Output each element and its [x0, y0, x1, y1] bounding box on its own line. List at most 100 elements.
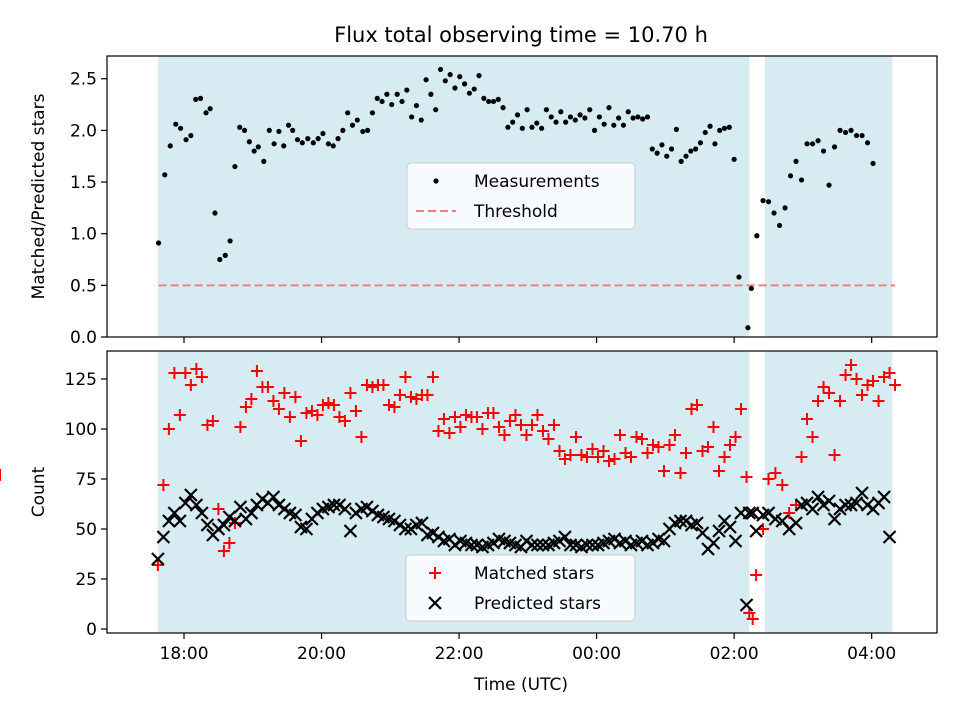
measurement-point — [486, 98, 492, 105]
predicted-star-point — [728, 534, 743, 548]
legend-measurements-label: Measurements — [474, 172, 600, 192]
matched-star-point — [261, 381, 274, 393]
matched-star-point — [613, 429, 626, 441]
matched-star-point — [575, 449, 588, 461]
measurement-point — [534, 120, 540, 126]
matched-star-point — [564, 449, 577, 461]
measurement-point — [442, 78, 448, 84]
measurement-point — [281, 143, 287, 149]
predicted-star-point — [167, 506, 182, 520]
predicted-star-point — [184, 488, 198, 502]
top-y-ticks: 0.0 0.5 1.0 1.5 2.0 2.5 — [70, 70, 107, 348]
measurement-point — [476, 73, 482, 79]
measurement-point — [721, 125, 728, 131]
top-y-axis-label: Matched/Predicted stars — [29, 93, 49, 299]
measurement-point — [798, 177, 805, 183]
measurement-point — [241, 127, 248, 133]
measurement-point — [649, 146, 655, 152]
measurement-point — [842, 129, 849, 136]
matched-star-point — [580, 451, 593, 463]
measurement-point — [591, 127, 598, 133]
measurement-point — [447, 71, 453, 78]
matched-star-point — [311, 409, 324, 421]
measurement-point — [707, 123, 713, 129]
measurement-point — [188, 132, 194, 139]
predicted-star-point — [739, 598, 754, 612]
matched-star-point — [300, 407, 313, 419]
predicted-star-point — [217, 518, 231, 532]
matched-star-point — [724, 439, 737, 451]
measurement-point — [572, 117, 578, 123]
matched-star-point — [769, 467, 782, 479]
matched-star-point — [795, 451, 808, 463]
matched-star-point — [839, 369, 852, 381]
top-y-tick-label: 0.0 — [70, 328, 97, 348]
measurement-point — [717, 127, 723, 133]
matched-star-point — [503, 415, 516, 427]
x-axis-label: Time (UTC) — [473, 675, 568, 695]
top-observing-window-1 — [765, 56, 893, 337]
measurement-point — [635, 114, 641, 120]
matched-star-point — [179, 367, 192, 379]
predicted-star-point — [811, 490, 825, 504]
measurement-point — [831, 144, 838, 150]
predicted-star-point — [327, 498, 341, 512]
matched-star-point — [889, 379, 902, 391]
measurement-point — [548, 114, 554, 120]
measurement-point — [678, 158, 684, 164]
matched-star-point — [366, 381, 379, 393]
measurement-point — [369, 110, 376, 116]
measurement-point — [654, 150, 660, 156]
measurement-point — [514, 112, 521, 118]
measurement-point — [374, 95, 380, 101]
bot-y-tick-label: 75 — [75, 470, 97, 490]
matched-star-point — [360, 379, 373, 391]
bottom-y-ticks: 0 25 50 75 100 125 — [65, 370, 107, 640]
matched-star-point — [707, 421, 720, 433]
measurement-point — [558, 109, 564, 115]
matched-star-point — [812, 395, 825, 407]
predicted-star-point — [849, 496, 864, 510]
measurement-point — [712, 141, 718, 147]
matched-star-point — [250, 365, 263, 377]
predicted-star-point — [200, 518, 215, 532]
predicted-star-point — [657, 534, 671, 548]
legend-threshold-label: Threshold — [473, 202, 558, 222]
measurement-point — [640, 116, 646, 122]
predicted-star-point — [827, 512, 842, 526]
predicted-star-point — [299, 522, 314, 536]
measurement-point — [399, 98, 405, 105]
legend-measurements-marker — [433, 178, 439, 184]
bottom-axes-frame — [106, 350, 938, 634]
predicted-star-point — [398, 522, 413, 536]
predicted-star-point — [530, 538, 545, 552]
matched-star-point — [289, 391, 302, 403]
measurement-point — [461, 81, 468, 87]
bot-y-tick-label: 25 — [75, 570, 97, 590]
matched-star-point — [750, 569, 763, 581]
predicted-star-point — [706, 536, 721, 550]
top-y-tick-label: 2.5 — [70, 70, 97, 90]
predicted-star-point — [536, 538, 550, 552]
matched-stars-points — [0, 359, 902, 625]
measurement-point — [495, 96, 501, 102]
measurement-point — [466, 90, 472, 96]
predicted-star-point — [178, 496, 193, 510]
measurement-point — [668, 146, 675, 152]
measurement-point — [232, 163, 238, 170]
measurement-point — [776, 222, 783, 229]
measurement-point — [760, 198, 766, 204]
measurement-point — [659, 142, 665, 148]
measurement-point — [212, 210, 218, 216]
measurement-point — [510, 119, 516, 125]
measurement-point — [423, 77, 429, 83]
matched-star-point — [355, 431, 368, 443]
x-tick-label: 02:00 — [710, 644, 759, 664]
matched-star-point — [151, 559, 164, 571]
matched-star-point — [713, 465, 726, 477]
measurement-point — [664, 153, 670, 159]
measurement-point — [261, 158, 267, 164]
measurement-point — [162, 172, 168, 178]
matched-star-point — [542, 433, 555, 445]
measurement-point — [731, 156, 737, 162]
